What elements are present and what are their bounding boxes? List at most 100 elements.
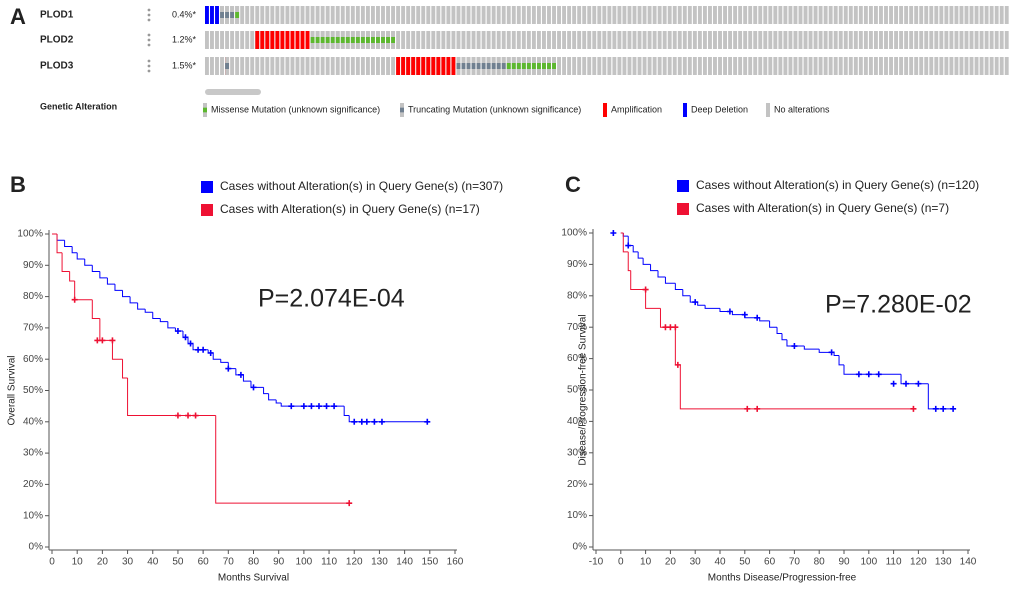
x-tick-label: 100 (296, 557, 313, 568)
km-step (127, 377, 216, 417)
unaltered-cell (708, 6, 712, 24)
unaltered-cell (768, 31, 773, 49)
unaltered-cell (944, 6, 949, 24)
unaltered-cell (788, 31, 793, 49)
y-tick-label: 80% (567, 290, 587, 301)
y-tick-label: 90% (567, 259, 587, 270)
censor-mark (610, 230, 617, 236)
unaltered-cell (421, 31, 426, 49)
unaltered-cell (215, 31, 219, 49)
unaltered-cell (250, 57, 255, 75)
unaltered-cell (677, 31, 682, 49)
unaltered-cell (280, 6, 285, 24)
censor-mark (237, 371, 244, 378)
unaltered-cell (753, 6, 758, 24)
unaltered-cell (205, 57, 209, 75)
unaltered-cell (451, 6, 456, 24)
unaltered-cell (506, 6, 511, 24)
y-tick-label: 50% (567, 385, 587, 396)
km-step (803, 346, 820, 350)
km-step (122, 290, 131, 298)
menu-dot (147, 33, 151, 37)
unaltered-cell (778, 6, 783, 24)
censor-mark (331, 403, 338, 410)
unaltered-cell (974, 57, 979, 75)
panel-label: C (565, 172, 581, 197)
y-tick-label: 10% (23, 510, 43, 521)
unaltered-cell (486, 6, 491, 24)
cell-mark (542, 63, 546, 69)
unaltered-cell (999, 31, 1004, 49)
cell-mark (210, 6, 214, 24)
unaltered-cell (521, 31, 526, 49)
unaltered-cell (924, 6, 929, 24)
alteration-segment (255, 31, 310, 49)
unaltered-cell (496, 6, 501, 24)
unaltered-cell (788, 57, 793, 75)
unaltered-cell (592, 31, 597, 49)
cell-mark (683, 103, 687, 117)
cell-mark (552, 63, 556, 69)
unaltered-cell (501, 6, 506, 24)
cell-mark (325, 37, 330, 43)
unaltered-cell (496, 31, 501, 49)
unaltered-cell (778, 57, 783, 75)
unaltered-cell (506, 31, 511, 49)
km-step (106, 277, 115, 285)
unaltered-cell (456, 6, 461, 24)
unaltered-cell (894, 57, 899, 75)
unaltered-cell (602, 57, 607, 75)
unaltered-cell (396, 31, 401, 49)
km-step (630, 270, 646, 291)
unaltered-cell (934, 31, 939, 49)
unaltered-cell (350, 6, 355, 24)
unaltered-cell (607, 6, 612, 24)
unaltered-cell (879, 6, 883, 24)
unaltered-cell (526, 31, 531, 49)
unaltered-cell (526, 6, 531, 24)
cell-mark (446, 57, 451, 75)
legend-label: Amplification (611, 104, 662, 114)
unaltered-cell (758, 57, 763, 75)
unaltered-cell (315, 6, 320, 24)
unaltered-cell (788, 6, 793, 24)
x-tick-label: 130 (935, 557, 952, 568)
unaltered-cell (260, 57, 265, 75)
unaltered-cell (511, 6, 516, 24)
unaltered-cell (803, 57, 808, 75)
unaltered-cell (220, 31, 224, 49)
unaltered-cell (642, 57, 647, 75)
unaltered-cell (914, 31, 919, 49)
unaltered-cell (823, 57, 828, 75)
cell-mark (451, 57, 456, 75)
unaltered-cell (210, 57, 214, 75)
unaltered-cell (607, 31, 612, 49)
censor-mark (855, 371, 862, 378)
unaltered-cell (587, 31, 592, 49)
km-step (682, 289, 691, 297)
unaltered-cell (305, 6, 310, 24)
unaltered-cell (763, 57, 768, 75)
menu-dot (147, 43, 151, 47)
cell-mark (431, 57, 436, 75)
unaltered-cell (682, 57, 687, 75)
unaltered-cell (959, 57, 964, 75)
unaltered-cell (738, 57, 743, 75)
unaltered-cell (562, 6, 567, 24)
unaltered-cell (587, 6, 592, 24)
unaltered-cell (783, 31, 788, 49)
unaltered-cell (858, 6, 863, 24)
unaltered-cell (386, 57, 390, 75)
x-tick-label: 50 (172, 557, 184, 568)
cell-mark (260, 31, 265, 49)
unaltered-cell (954, 6, 959, 24)
unaltered-cell (270, 57, 275, 75)
km-step (833, 352, 840, 356)
x-tick-label: 30 (690, 557, 702, 568)
unaltered-cell (667, 57, 672, 75)
km-step (679, 364, 914, 410)
unaltered-cell (577, 57, 582, 75)
cell-mark (426, 57, 431, 75)
cell-mark (270, 31, 275, 49)
km-step (220, 359, 229, 363)
